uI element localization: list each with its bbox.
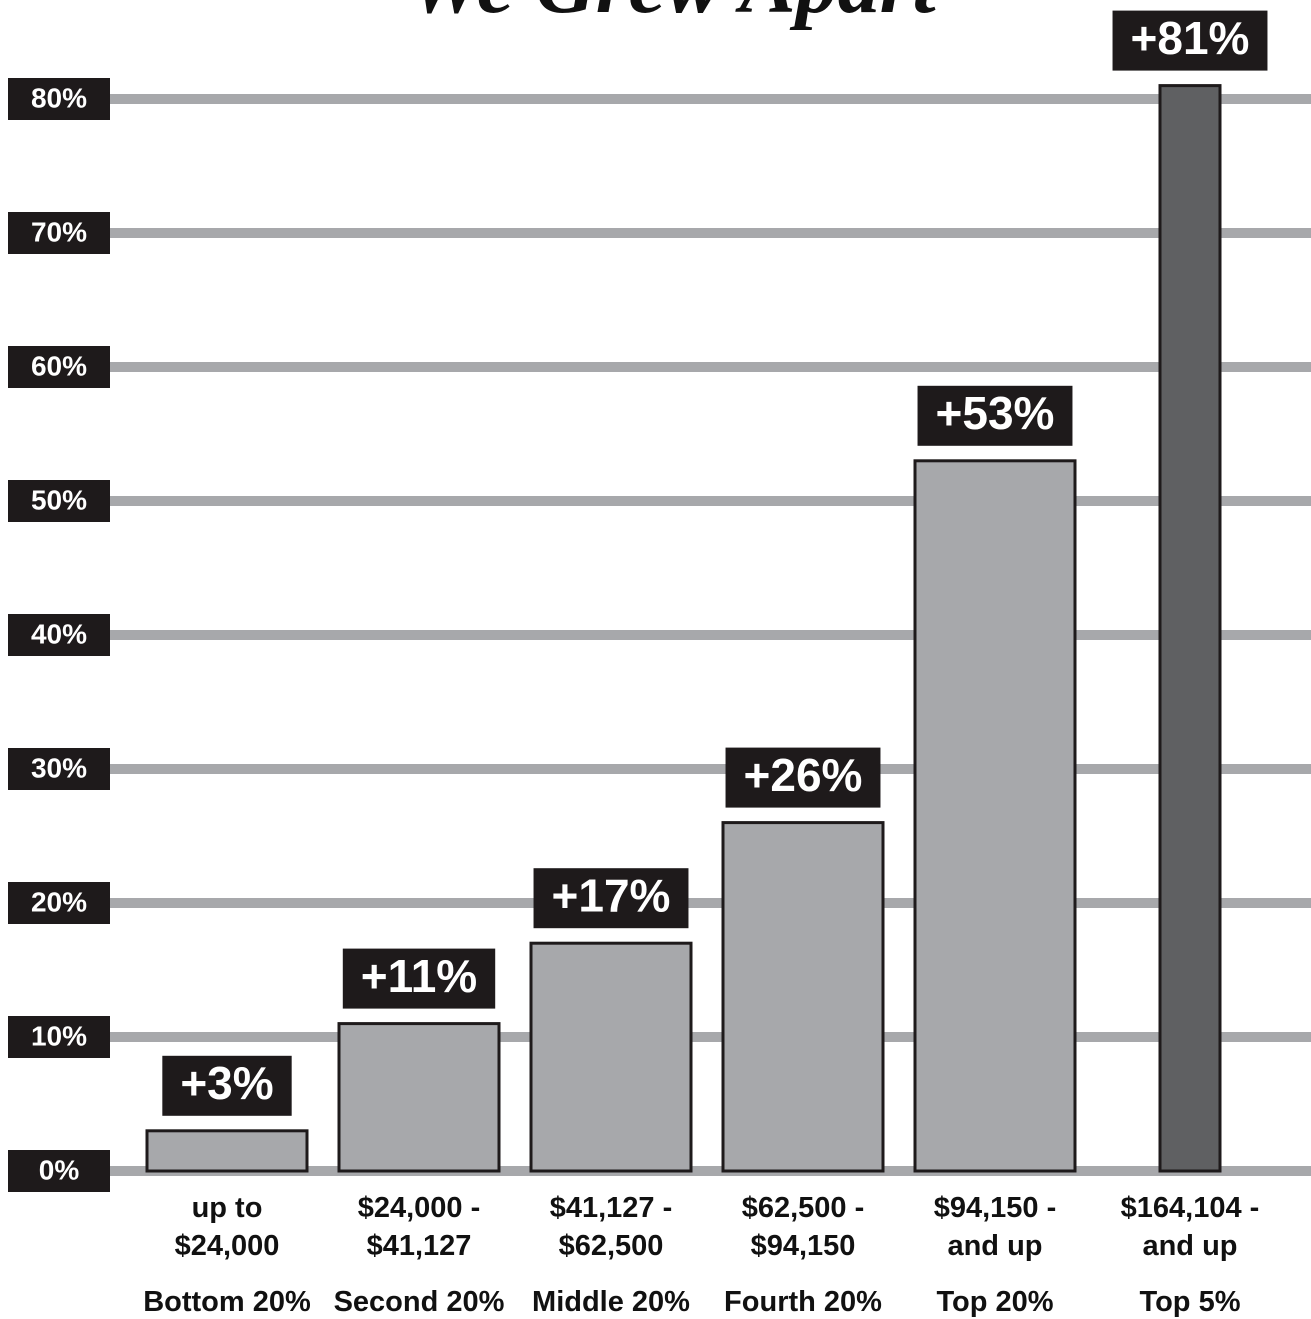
x-range-label: $41,127 [367, 1230, 472, 1262]
chart-title: We Grew Apart [408, 0, 938, 31]
y-tick-box [8, 480, 110, 522]
value-label-box [342, 948, 496, 1009]
x-tick-label: Top 20% [936, 1286, 1053, 1318]
x-range-label: $41,127 - [550, 1192, 673, 1224]
x-range-label: $62,500 - [742, 1192, 865, 1224]
y-tick-label: 0% [39, 1154, 80, 1185]
x-range-label: and up [1142, 1230, 1237, 1262]
y-tick-box [8, 346, 110, 388]
y-tick-box [8, 1016, 110, 1058]
y-tick-label: 20% [31, 886, 87, 917]
value-label: +3% [180, 1057, 273, 1109]
y-tick-box [8, 748, 110, 790]
bar [337, 1022, 501, 1173]
bar [529, 941, 693, 1173]
value-label: +11% [361, 950, 477, 1002]
y-tick-box [8, 78, 110, 120]
value-label-box [725, 747, 881, 808]
bar [1158, 84, 1222, 1173]
value-label: +17% [552, 869, 671, 921]
x-range-label: $24,000 [175, 1230, 280, 1262]
value-label-box [1112, 10, 1268, 71]
y-tick-box [8, 882, 110, 924]
x-range-label: $94,150 [751, 1230, 856, 1262]
x-range-label: $164,104 - [1121, 1192, 1260, 1224]
value-label: +26% [744, 749, 863, 801]
x-tick-label: Middle 20% [532, 1286, 690, 1318]
y-tick-label: 40% [31, 618, 87, 649]
value-label-box [162, 1055, 292, 1116]
y-tick-label: 50% [31, 484, 87, 515]
x-tick-label: Bottom 20% [143, 1286, 311, 1318]
y-tick-label: 70% [31, 216, 87, 247]
x-tick-label: Second 20% [334, 1286, 505, 1318]
value-label-box [917, 385, 1073, 446]
x-range-label: $62,500 [559, 1230, 664, 1262]
y-tick-label: 80% [31, 82, 87, 113]
y-tick-label: 60% [31, 350, 87, 381]
bar [145, 1129, 309, 1173]
y-tick-box [8, 1150, 110, 1192]
value-label-box [533, 868, 689, 929]
x-range-label: up to [192, 1192, 263, 1224]
x-range-label: $24,000 - [358, 1192, 481, 1224]
bar [913, 459, 1077, 1173]
bar [721, 821, 885, 1173]
value-label: +81% [1131, 12, 1250, 64]
x-range-label: $94,150 - [934, 1192, 1057, 1224]
x-tick-label: Top 5% [1140, 1286, 1241, 1318]
x-range-label: and up [947, 1230, 1042, 1262]
y-tick-box [8, 212, 110, 254]
y-tick-label: 30% [31, 752, 87, 783]
y-tick-label: 10% [31, 1020, 87, 1051]
y-tick-box [8, 614, 110, 656]
value-label: +53% [936, 387, 1055, 439]
x-tick-label: Fourth 20% [724, 1286, 882, 1318]
